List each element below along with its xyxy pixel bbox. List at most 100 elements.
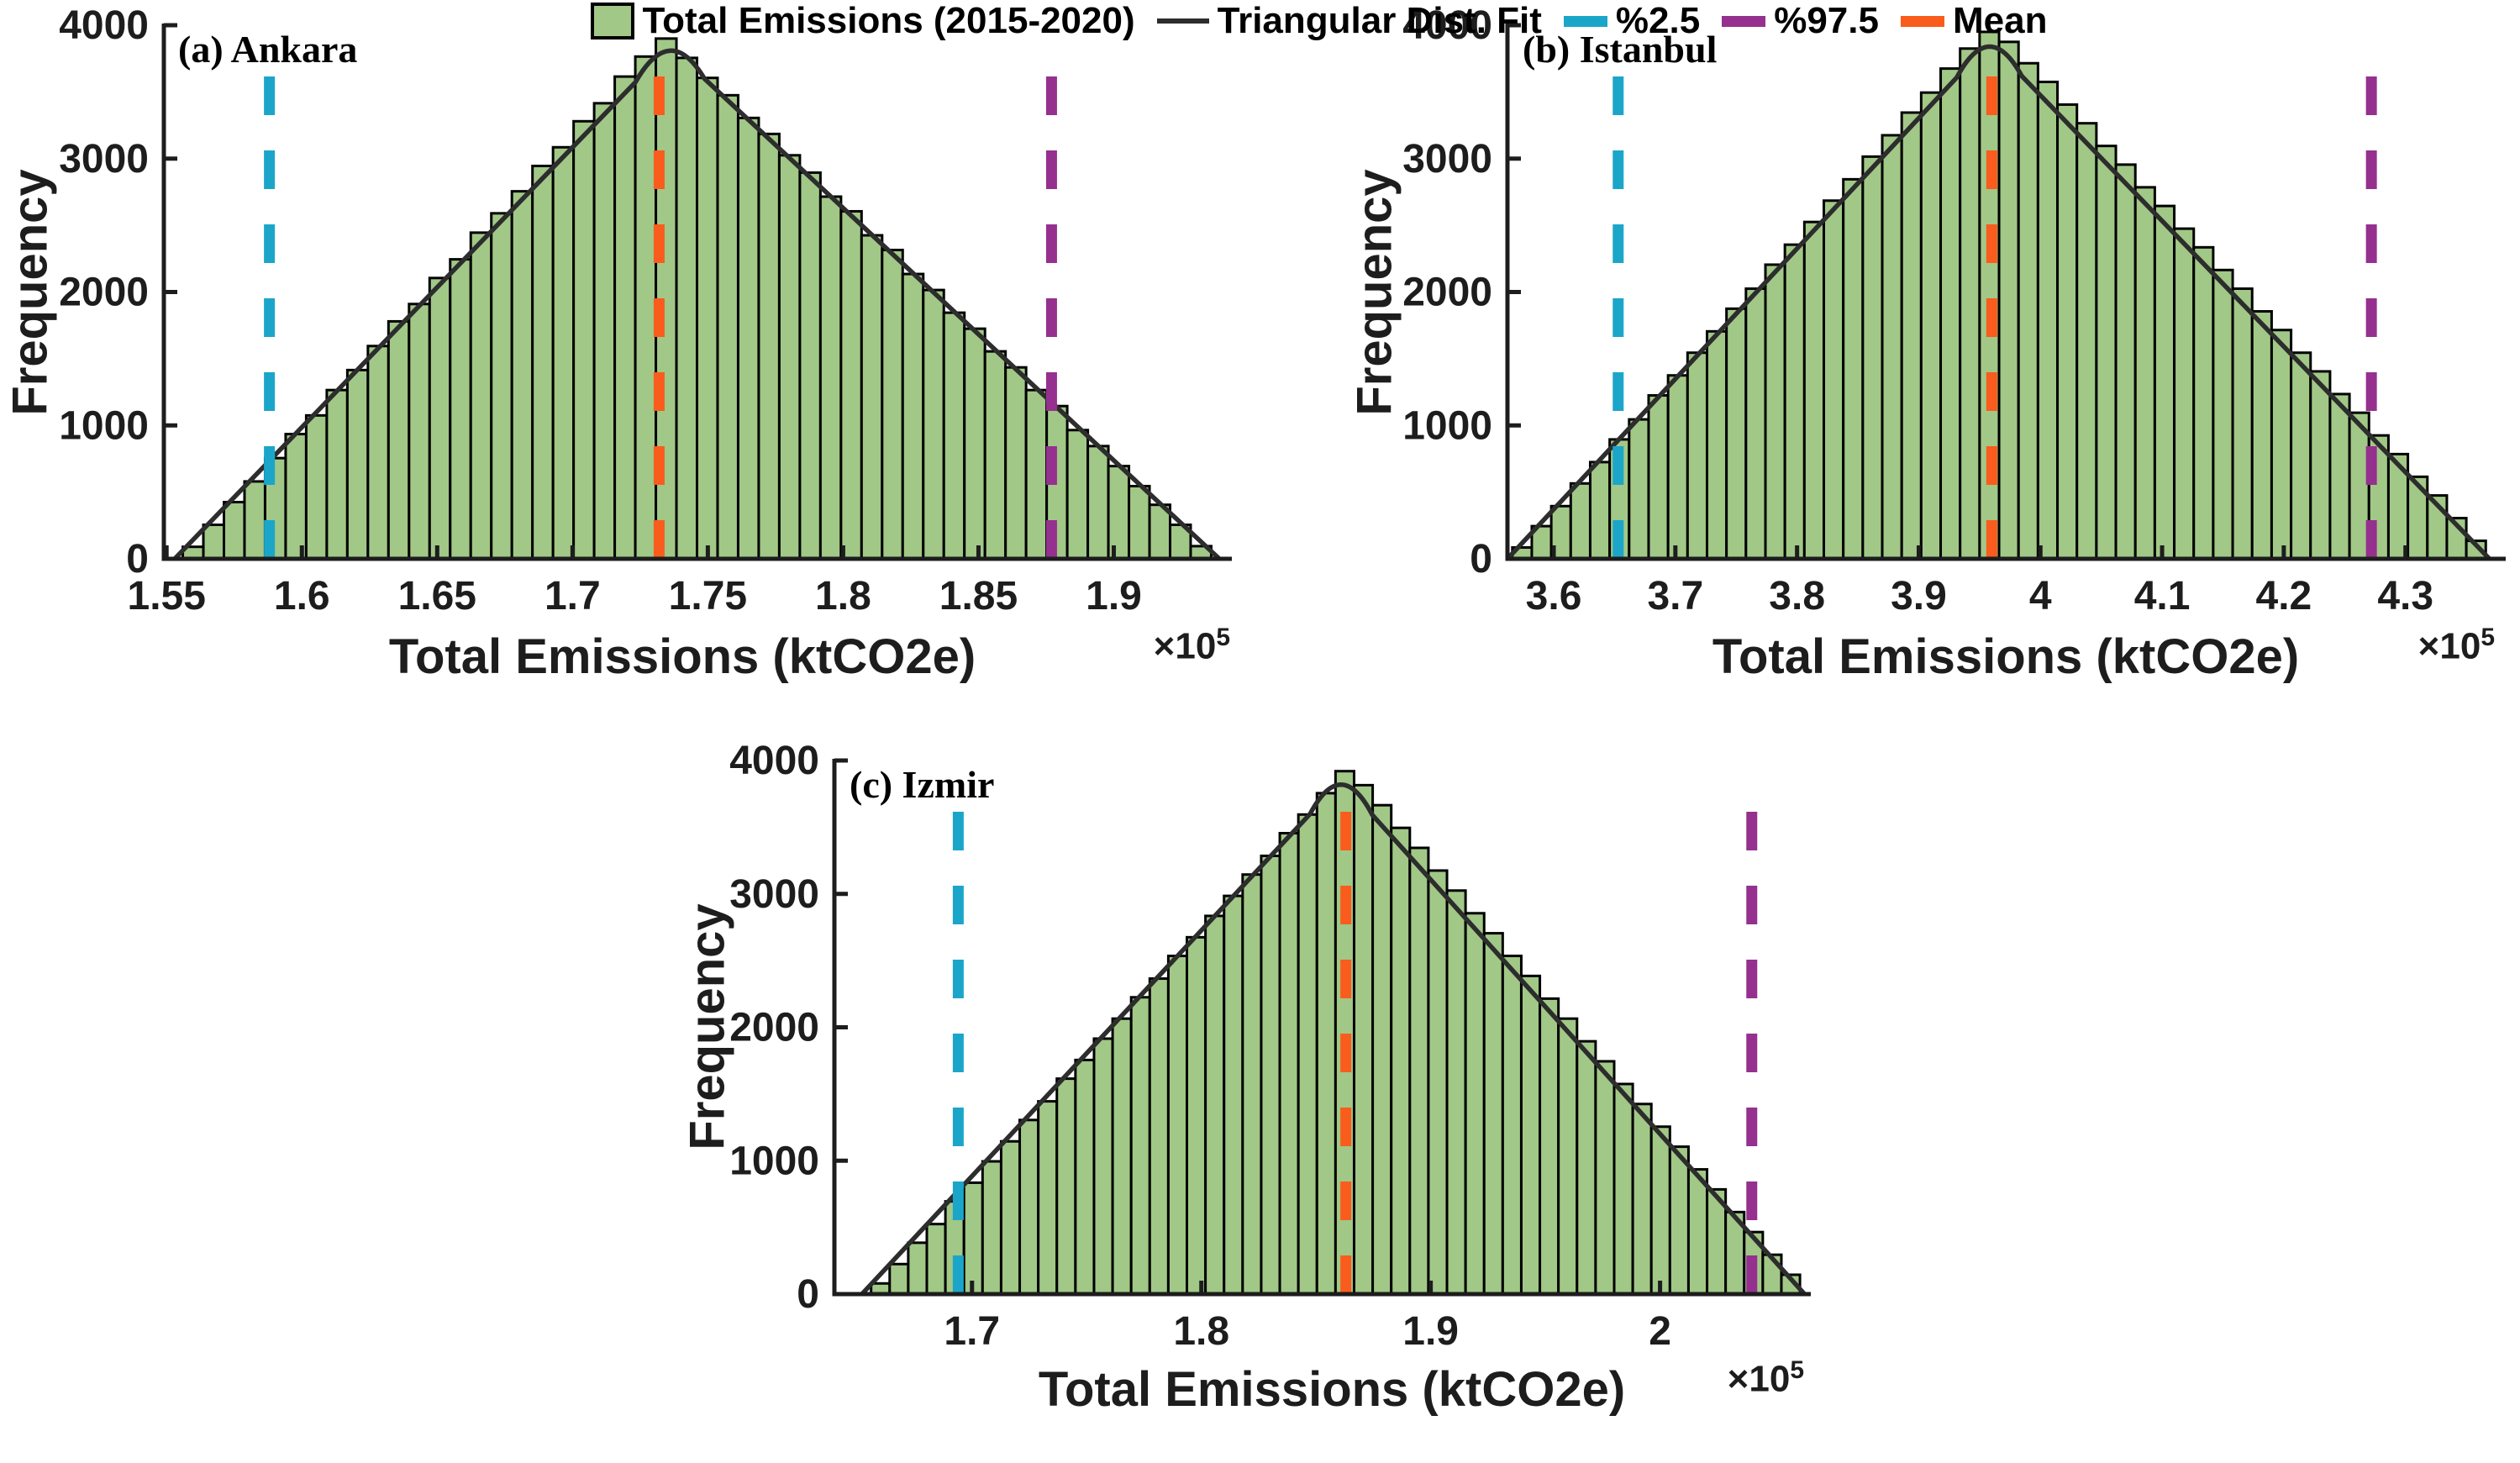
histogram-bar	[675, 56, 699, 560]
multiplier-exponent: 5	[2481, 624, 2495, 651]
panel-title-ankara: (a) Ankara	[178, 28, 358, 71]
histogram-bar	[1004, 366, 1028, 560]
histogram-bar	[922, 288, 945, 560]
histogram-bar	[1128, 484, 1151, 560]
y-tick-label: 4000	[729, 739, 819, 783]
histogram-bar	[777, 154, 802, 560]
x-tick-label: 1.8	[1173, 1309, 1229, 1354]
histogram-bar	[1464, 912, 1486, 1296]
histogram-bar	[1823, 199, 1845, 560]
legend-label: %2.5	[1615, 0, 1701, 41]
x-tick-label: 1.9	[1402, 1309, 1459, 1354]
x-tick-label: 3.9	[1891, 574, 1947, 618]
histogram-bar	[942, 311, 966, 560]
y-tick-label: 2000	[59, 271, 149, 315]
histogram-bar	[202, 524, 226, 560]
histogram-bar	[469, 231, 493, 560]
histogram-bar	[1802, 220, 1826, 560]
legend-item-pct2-5: %2.5	[1563, 0, 1701, 42]
histogram-bar	[2309, 370, 2332, 560]
legend: Total Emissions (2015-2020) Triangular D…	[59, 0, 2520, 42]
histogram-bar	[387, 319, 411, 560]
histogram-bar	[1371, 803, 1393, 1296]
x-tick-label: 1.9	[1086, 574, 1142, 618]
histogram-bar	[1649, 1125, 1671, 1296]
histogram-bar	[1594, 1060, 1616, 1296]
histogram-bar	[1501, 955, 1523, 1296]
y-tick-label: 1000	[1402, 403, 1492, 448]
y-tick-label: 3000	[1402, 137, 1492, 182]
x-axis-label-istanbul: Total Emissions (ktCO2e)	[1712, 629, 2300, 684]
histogram-bar	[963, 327, 986, 560]
histogram-bar	[798, 171, 822, 560]
histogram-bar	[1390, 826, 1412, 1296]
histogram-bar	[1705, 329, 1728, 560]
histogram-bar	[531, 164, 555, 560]
histogram-bar	[1445, 889, 1467, 1296]
histogram-bar	[1744, 287, 1767, 560]
histogram-bar	[1881, 134, 1903, 560]
y-tick-label: 0	[126, 537, 149, 582]
histogram-bar	[1628, 418, 1650, 560]
x-tick-label: 1.55	[128, 574, 206, 618]
multiplier-base: ×10	[2417, 625, 2481, 667]
histogram-bar	[983, 350, 1007, 560]
histogram-bar	[1241, 873, 1263, 1296]
histogram-bar	[1576, 1039, 1597, 1296]
histogram-bar	[1074, 1058, 1096, 1296]
y-tick-label: 1000	[729, 1139, 819, 1183]
histogram-bar	[345, 368, 370, 560]
legend-item-total-emissions: Total Emissions (2015-2020)	[590, 0, 1135, 42]
x-tick-label: 4.2	[2256, 574, 2312, 618]
histogram-bar	[1107, 465, 1131, 560]
mean-swatch	[1900, 15, 1944, 27]
histogram-bar	[1352, 783, 1375, 1296]
histogram-bar	[999, 1139, 1022, 1296]
x-axis-label-izmir: Total Emissions (ktCO2e)	[1038, 1362, 1626, 1417]
histogram-bar	[1725, 307, 1748, 560]
histogram-bar	[223, 501, 246, 560]
histogram-bar	[2114, 163, 2137, 560]
histogram-bar	[839, 209, 863, 560]
histogram-bar	[1111, 1017, 1133, 1296]
histogram-bar	[2290, 351, 2312, 560]
histogram-bar	[716, 93, 739, 560]
x-tick-label: 1.7	[545, 574, 601, 618]
histogram-bar	[1065, 429, 1090, 560]
histogram-bar	[490, 212, 513, 560]
fit-curve	[172, 48, 1221, 561]
histogram-bar	[592, 102, 617, 560]
legend-label: %97.5	[1774, 0, 1879, 41]
histogram-bar	[325, 388, 349, 560]
histogram-bar	[1260, 855, 1281, 1296]
histogram-bar	[736, 116, 760, 560]
histogram-bar	[2270, 329, 2293, 560]
histogram-bar	[1037, 1100, 1059, 1296]
histogram-bar	[1666, 374, 1689, 560]
multiplier-exponent: 5	[1790, 1356, 1804, 1384]
histogram-bar	[1129, 996, 1151, 1296]
x-axis-multiplier-izmir: ×105	[1728, 1356, 1804, 1401]
histogram-bar	[1482, 932, 1504, 1296]
y-tick-label: 4000	[1402, 3, 1492, 48]
histogram-bar	[1519, 974, 1542, 1296]
multiplier-base: ×10	[1153, 625, 1217, 667]
histogram-bar	[1186, 935, 1207, 1296]
x-tick-label: 1.75	[669, 574, 747, 618]
histogram-bar	[634, 55, 658, 560]
histogram-bar	[962, 1181, 984, 1296]
histogram-bar	[572, 119, 596, 560]
histogram-bar	[510, 190, 534, 560]
x-tick-label: 1.7	[944, 1309, 1000, 1354]
histogram-bar	[1055, 1077, 1077, 1296]
legend-label: Total Emissions (2015-2020)	[642, 0, 1135, 41]
histogram-bar	[1842, 177, 1865, 560]
legend-item-pct97-5: %97.5	[1722, 0, 1879, 42]
histogram-bar	[408, 303, 431, 560]
histogram-bar	[818, 195, 843, 560]
pct2-5-swatch	[1563, 15, 1607, 27]
histogram-bar	[757, 132, 781, 560]
histogram-bar	[1612, 1082, 1634, 1296]
histogram-bar	[2192, 245, 2215, 560]
